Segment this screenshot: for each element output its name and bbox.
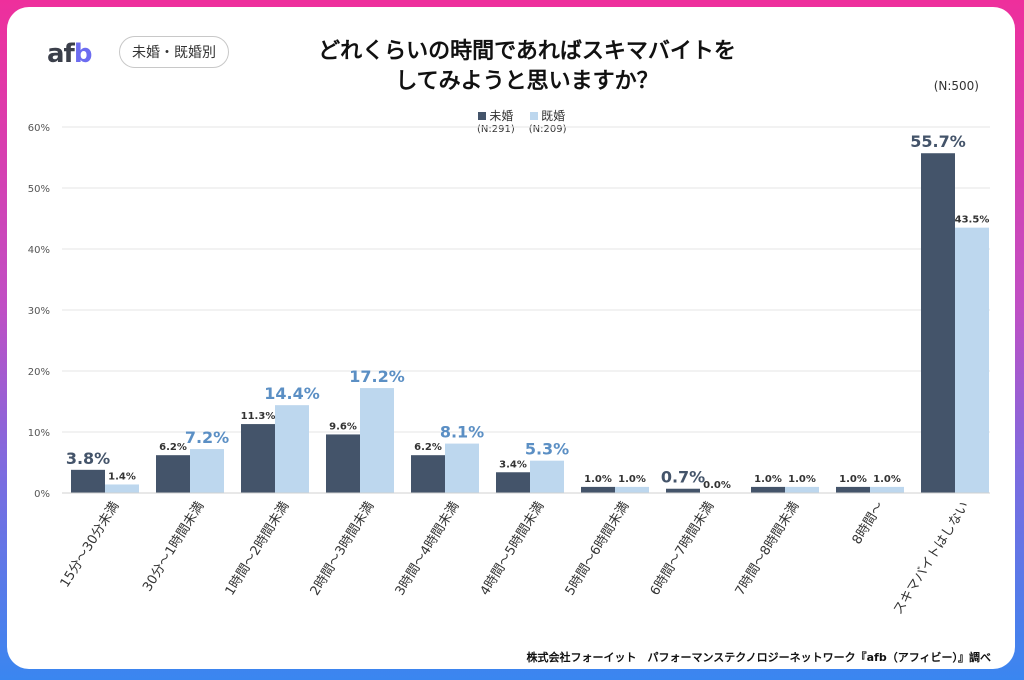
x-tick-label: 4時間〜5時間未満 bbox=[478, 499, 548, 598]
data-label: 17.2% bbox=[349, 367, 405, 386]
afb-logo: afb bbox=[47, 39, 92, 69]
legend-swatch bbox=[478, 112, 487, 120]
x-tick-label: 1時間〜2時間未満 bbox=[223, 499, 293, 598]
y-tick-label: 60% bbox=[28, 123, 50, 134]
bar-married bbox=[870, 486, 904, 493]
x-tick-label: スキマバイトはしない bbox=[891, 499, 973, 617]
bar-married bbox=[445, 443, 479, 493]
data-label: 6.2% bbox=[159, 442, 187, 453]
footer-source: 株式会社フォーイット パフォーマンステクノロジーネットワーク『afb（アフィビー… bbox=[526, 651, 991, 664]
data-label: 1.0% bbox=[788, 474, 816, 485]
data-label: 1.0% bbox=[584, 474, 612, 485]
y-tick-label: 20% bbox=[28, 367, 50, 378]
legend-n: (N:209) bbox=[528, 124, 567, 135]
legend-swatch bbox=[530, 112, 539, 120]
bar-married bbox=[190, 449, 224, 493]
total-n: (N:500) bbox=[933, 79, 979, 93]
bar-unmarried bbox=[71, 469, 105, 493]
data-label: 1.0% bbox=[754, 474, 782, 485]
x-tick-label: 5時間〜6時間未満 bbox=[563, 499, 633, 598]
bar-married bbox=[530, 460, 564, 493]
x-tick-label: 3時間〜4時間未満 bbox=[393, 499, 463, 598]
data-label: 55.7% bbox=[910, 132, 966, 151]
data-label: 0.7% bbox=[661, 468, 705, 487]
segment-tag: 未婚・既婚別 bbox=[119, 36, 229, 68]
x-tick-label: 6時間〜7時間未満 bbox=[648, 499, 718, 598]
data-label: 1.0% bbox=[839, 474, 867, 485]
bar-unmarried bbox=[241, 424, 275, 493]
data-label: 1.4% bbox=[108, 471, 136, 482]
data-label: 14.4% bbox=[264, 384, 320, 403]
data-label: 9.6% bbox=[329, 421, 357, 432]
y-tick-label: 50% bbox=[28, 184, 50, 195]
bar-unmarried bbox=[836, 486, 870, 493]
data-label: 11.3% bbox=[241, 411, 276, 422]
x-tick-label: 30分〜1時間未満 bbox=[140, 499, 207, 594]
bar-married bbox=[615, 486, 649, 493]
data-label: 6.2% bbox=[414, 442, 442, 453]
legend-label: 未婚 bbox=[489, 109, 514, 123]
data-label: 0.0% bbox=[703, 480, 731, 491]
bar-unmarried bbox=[751, 486, 785, 493]
x-tick-label: 7時間〜8時間未満 bbox=[733, 499, 803, 598]
legend-item-married: 既婚 (N:209) bbox=[529, 107, 567, 135]
data-label: 1.0% bbox=[873, 474, 901, 485]
legend-label: 既婚 bbox=[541, 109, 566, 123]
data-label: 5.3% bbox=[525, 440, 569, 459]
x-tick-label: 8時間〜 bbox=[850, 499, 888, 547]
bar-unmarried bbox=[921, 153, 955, 494]
bar-unmarried bbox=[666, 488, 700, 493]
bar-married bbox=[275, 405, 309, 493]
bar-unmarried bbox=[581, 486, 615, 493]
legend-n: (N:291) bbox=[477, 124, 515, 135]
y-tick-label: 30% bbox=[28, 306, 50, 317]
y-tick-label: 40% bbox=[28, 245, 50, 256]
legend: 未婚 (N:291) 既婚 (N:209) bbox=[477, 107, 567, 135]
x-tick-label: 2時間〜3時間未満 bbox=[308, 499, 378, 598]
title-line-2: してみようと思いますか？ bbox=[395, 69, 659, 94]
y-tick-label: 0% bbox=[34, 489, 50, 500]
bar-unmarried bbox=[411, 455, 445, 493]
bar-unmarried bbox=[326, 434, 360, 493]
title-line-1: どれくらいの時間であればスキマバイトを bbox=[318, 39, 736, 64]
data-label: 43.5% bbox=[955, 215, 990, 226]
bar-married bbox=[785, 486, 819, 493]
legend-item-unmarried: 未婚 (N:291) bbox=[477, 107, 515, 135]
data-label: 1.0% bbox=[618, 474, 646, 485]
data-label: 7.2% bbox=[185, 428, 229, 447]
chart-title: どれくらいの時間であればスキマバイトを してみようと思いますか？ bbox=[207, 37, 847, 97]
data-label: 3.8% bbox=[66, 449, 110, 468]
y-tick-label: 10% bbox=[28, 428, 50, 439]
bar-married bbox=[360, 388, 394, 493]
data-label: 8.1% bbox=[440, 423, 484, 442]
bar-unmarried bbox=[496, 472, 530, 493]
data-label: 3.4% bbox=[499, 459, 527, 470]
bar-unmarried bbox=[156, 455, 190, 493]
chart-card: afb 未婚・既婚別 どれくらいの時間であればスキマバイトを してみようと思いま… bbox=[7, 7, 1015, 669]
x-tick-label: 15分〜30分未満 bbox=[58, 499, 123, 590]
bar-married bbox=[105, 484, 139, 493]
bar-married bbox=[955, 227, 989, 493]
